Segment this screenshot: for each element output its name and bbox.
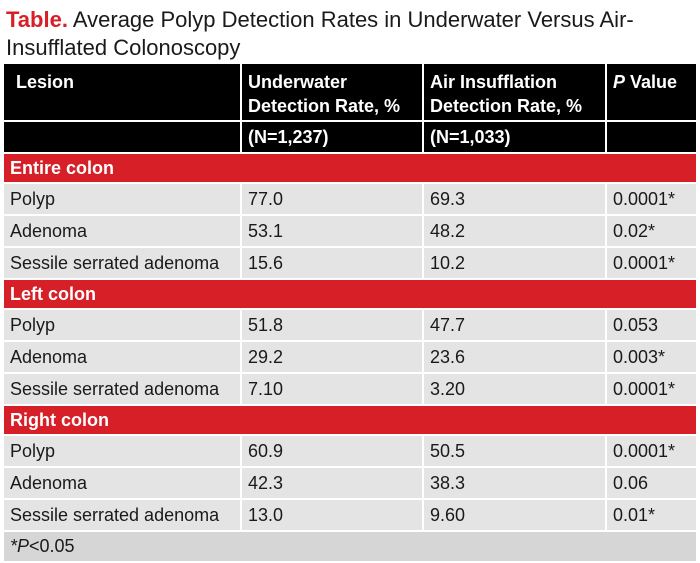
header-p-rest: Value [625,72,678,92]
table-row: Polyp 51.8 47.7 0.053 [4,310,696,340]
header-underwater-label: Underwater Detection Rate, % [248,72,401,116]
footnote-rest: <0.05 [29,536,75,556]
cell-p-value: 0.053 [607,310,696,340]
cell-p-value: 0.02* [607,216,696,246]
table-row: Adenoma 53.1 48.2 0.02* [4,216,696,246]
cell-underwater: 13.0 [242,500,422,530]
table-caption: Table. Average Polyp Detection Rates in … [6,6,696,62]
header-n-underwater: (N=1,237) [242,122,422,152]
cell-air: 9.60 [424,500,605,530]
section-header: Entire colon [4,154,696,182]
cell-lesion: Sessile serrated adenoma [4,374,240,404]
cell-underwater: 29.2 [242,342,422,372]
table-row: Sessile serrated adenoma 13.0 9.60 0.01* [4,500,696,530]
cell-p-value: 0.06 [607,468,696,498]
cell-lesion: Polyp [4,310,240,340]
cell-air: 38.3 [424,468,605,498]
cell-air: 10.2 [424,248,605,278]
header-n-blank [4,122,240,152]
table-row: Adenoma 29.2 23.6 0.003* [4,342,696,372]
header-p-value: P Value [607,64,696,120]
table-row: Sessile serrated adenoma 15.6 10.2 0.0001* [4,248,696,278]
cell-lesion: Sessile serrated adenoma [4,500,240,530]
section-header: Right colon [4,406,696,434]
cell-p-value: 0.0001* [607,436,696,466]
cell-p-value: 0.003* [607,342,696,372]
cell-p-value: 0.0001* [607,374,696,404]
cell-underwater: 7.10 [242,374,422,404]
table-row: Polyp 77.0 69.3 0.0001* [4,184,696,214]
detection-rate-table: Lesion Underwater Detection Rate, % Air … [4,64,696,561]
cell-air: 47.7 [424,310,605,340]
section-title: Entire colon [10,157,115,178]
footnote-row: *P <0.05 [4,532,696,561]
cell-p-value: 0.0001* [607,248,696,278]
cell-underwater: 77.0 [242,184,422,214]
cell-lesion: Polyp [4,184,240,214]
caption-lead: Table. [6,7,68,32]
cell-p-value: 0.0001* [607,184,696,214]
table-row: Polyp 60.9 50.5 0.0001* [4,436,696,466]
cell-lesion: Adenoma [4,468,240,498]
header-air: Air Insufflation Detection Rate, % [424,64,605,120]
cell-lesion: Polyp [4,436,240,466]
header-row: Lesion Underwater Detection Rate, % Air … [4,64,696,120]
cell-underwater: 15.6 [242,248,422,278]
cell-underwater: 60.9 [242,436,422,466]
cell-p-value: 0.01* [607,500,696,530]
header-n-p-blank [607,122,696,152]
cell-underwater: 53.1 [242,216,422,246]
header-lesion: Lesion [4,64,240,120]
table-row: Sessile serrated adenoma 7.10 3.20 0.0001* [4,374,696,404]
cell-lesion: Adenoma [4,342,240,372]
cell-lesion: Adenoma [4,216,240,246]
header-n-air: (N=1,033) [424,122,605,152]
cell-air: 23.6 [424,342,605,372]
cell-air: 69.3 [424,184,605,214]
table-body: Entire colon Polyp 77.0 69.3 0.0001* Adenoma 5… [4,154,696,530]
cell-air: 3.20 [424,374,605,404]
footnote-italic: *P [10,536,30,556]
header-n-row: (N=1,237) (N=1,033) [4,122,696,152]
section-title: Left colon [10,283,96,304]
cell-air: 48.2 [424,216,605,246]
caption-text: Average Polyp Detection Rates in Underwa… [6,7,634,60]
section-title: Right colon [10,409,109,430]
cell-lesion: Sessile serrated adenoma [4,248,240,278]
cell-underwater: 51.8 [242,310,422,340]
table-row: Adenoma 42.3 38.3 0.06 [4,468,696,498]
section-header: Left colon [4,280,696,308]
header-air-label: Air Insufflation Detection Rate, % [430,72,583,116]
cell-air: 50.5 [424,436,605,466]
header-underwater: Underwater Detection Rate, % [242,64,422,120]
cell-underwater: 42.3 [242,468,422,498]
footnote: *P <0.05 [4,532,696,561]
header-p-italic: P [613,72,626,92]
